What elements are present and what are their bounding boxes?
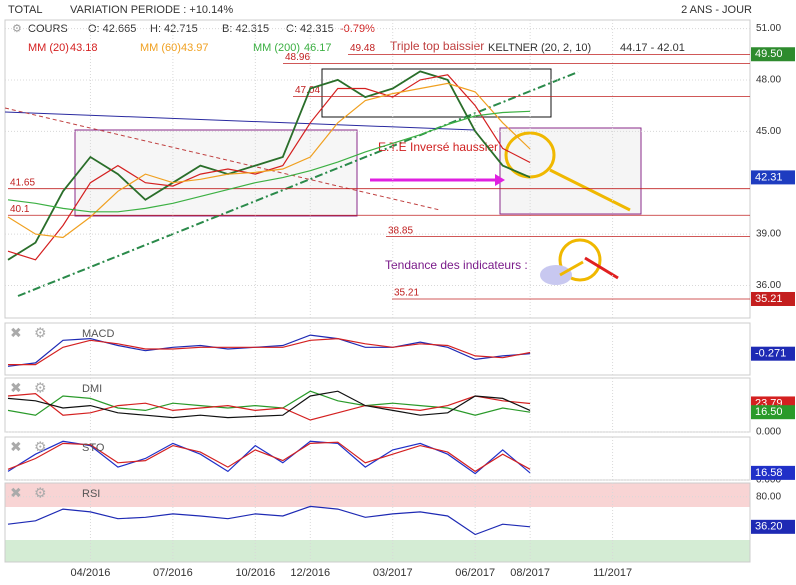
series-line xyxy=(7,392,531,421)
legend-label: KELTNER (20, 2, 10) xyxy=(488,42,591,54)
close-icon[interactable]: ✖ xyxy=(10,325,22,341)
x-tick-label: 03/2017 xyxy=(373,567,413,579)
variation: VARIATION PERIODE : +10.14% xyxy=(70,4,233,16)
legend-label: MM (20) xyxy=(28,42,69,54)
blob xyxy=(540,265,572,285)
panel-title: MACD xyxy=(82,328,114,340)
level-label: 49.48 xyxy=(350,43,375,54)
series-line xyxy=(7,441,531,473)
trend-line xyxy=(17,71,579,297)
x-tick-label: 07/2016 xyxy=(153,567,193,579)
legend-value: 44.17 - 42.01 xyxy=(620,42,685,54)
series-line xyxy=(8,337,531,366)
annotation: Triple top baissier xyxy=(390,39,484,53)
gear-icon[interactable]: ⚙ xyxy=(34,485,47,501)
value-tag-label: 16.58 xyxy=(755,467,783,479)
rsi-low-zone xyxy=(5,540,750,562)
annotation: E.T.E Inversé haussier xyxy=(378,140,498,154)
instrument: TOTAL xyxy=(8,4,42,16)
trend-line xyxy=(4,111,476,131)
close-icon[interactable]: ✖ xyxy=(10,439,22,455)
period: 2 ANS - JOUR xyxy=(681,4,752,16)
value-tag xyxy=(751,519,795,534)
y-tick-label: 45.00 xyxy=(756,126,781,137)
macd-panel xyxy=(4,322,751,376)
level-label: 41.65 xyxy=(10,177,35,188)
x-tick-label: 08/2017 xyxy=(510,567,550,579)
rsi-high-zone xyxy=(5,483,750,507)
y-tick-label: 39.00 xyxy=(756,229,781,240)
gear-icon[interactable]: ⚙ xyxy=(12,23,22,35)
value-tag-label: 35.21 xyxy=(755,293,783,305)
value-tag xyxy=(751,465,795,480)
level-label: 48.96 xyxy=(285,52,310,63)
x-tick-label: 12/2016 xyxy=(290,567,330,579)
y-tick-label: 51.00 xyxy=(756,23,781,34)
quote: C: 42.315 xyxy=(286,23,334,35)
series-line xyxy=(7,74,531,261)
value-tag xyxy=(751,405,795,420)
legend-label: MM (60) xyxy=(140,42,181,54)
legend-label: MM (200) xyxy=(253,42,300,54)
series-line xyxy=(7,334,531,367)
value-tag-label: 16.50 xyxy=(755,406,783,418)
x-tick-label: 11/2017 xyxy=(593,567,632,579)
value-tag-label: 49.50 xyxy=(755,48,783,60)
circle xyxy=(558,238,602,282)
level-label: 38.85 xyxy=(388,225,413,236)
series-line xyxy=(7,440,531,475)
quote-change: -0.79% xyxy=(340,23,375,35)
y-tick-label: 0.000 xyxy=(756,427,781,438)
arrow xyxy=(584,256,619,280)
series-line xyxy=(7,390,531,416)
value-tag-label: 36.20 xyxy=(755,521,783,533)
level-label: 40.1 xyxy=(10,204,30,215)
arrow xyxy=(559,260,584,277)
series-line xyxy=(7,70,531,261)
close-icon[interactable]: ✖ xyxy=(10,380,22,396)
series-line xyxy=(7,505,531,536)
value-tag xyxy=(751,291,795,306)
main-panel xyxy=(4,19,751,319)
quote: O: 42.665 xyxy=(88,23,136,35)
x-tick-label: 10/2016 xyxy=(235,567,275,579)
panel-title: STO xyxy=(82,442,105,454)
panel-title: DMI xyxy=(82,383,102,395)
legend-value: 46.17 xyxy=(304,42,332,54)
value-tag xyxy=(751,170,795,185)
annotation: Tendance des indicateurs : xyxy=(385,258,528,272)
value-tag-label: -0.271 xyxy=(755,348,786,360)
value-tag xyxy=(751,346,795,361)
arrow-head xyxy=(495,174,505,186)
rsi-panel xyxy=(4,482,751,563)
top-box xyxy=(321,68,552,118)
y-tick-label: 36.00 xyxy=(756,280,781,291)
y-tick-label: 80.00 xyxy=(756,491,781,502)
series-line xyxy=(7,82,531,239)
trend-line xyxy=(4,107,441,211)
series-line xyxy=(7,110,531,213)
legend-value: 43.18 xyxy=(70,42,98,54)
gear-icon[interactable]: ⚙ xyxy=(34,380,47,396)
x-tick-label: 06/2017 xyxy=(455,567,495,579)
panel-title: RSI xyxy=(82,488,100,500)
range-box xyxy=(499,127,642,215)
value-tag xyxy=(751,47,795,62)
x-tick-label: 04/2016 xyxy=(71,567,111,579)
level-label: 47.04 xyxy=(295,85,320,96)
level-label: 35.21 xyxy=(394,288,419,299)
gear-icon[interactable]: ⚙ xyxy=(34,325,47,341)
close-icon[interactable]: ✖ xyxy=(10,485,22,501)
y-tick-label: 48.00 xyxy=(756,75,781,86)
value-tag-label: 42.31 xyxy=(755,171,783,183)
legend-value: 43.97 xyxy=(181,42,209,54)
y-tick-label: 0.000 xyxy=(756,475,781,486)
gear-icon[interactable]: ⚙ xyxy=(34,439,47,455)
series-line xyxy=(7,390,531,419)
arrow xyxy=(549,168,631,212)
